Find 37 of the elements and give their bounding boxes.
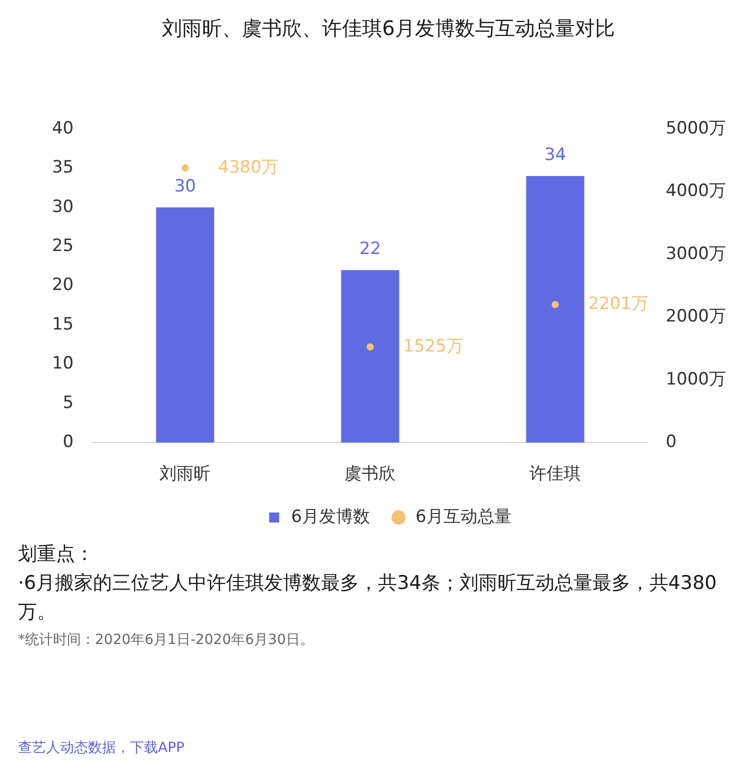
x-tick-label: 刘雨昕	[160, 464, 211, 484]
x-tick-label: 许佳琪	[530, 464, 581, 484]
y-tick-label: 15	[52, 314, 74, 334]
chart-title: 刘雨昕、虞书欣、许佳琪6月发博数与互动总量对比	[162, 16, 615, 40]
bar	[156, 207, 214, 443]
y-tick-label: 10	[52, 354, 74, 374]
text: *统计时间：2020年6月1日-2020年6月30日。	[18, 631, 315, 650]
y2-tick-label: 3000万	[666, 244, 726, 264]
y2-tick-label: 1000万	[666, 369, 726, 390]
text: ·6月搬家的三位艺人中许佳琪发博数最多，共34条；刘雨昕互动总量最多，共4380万。	[18, 571, 718, 625]
y-tick-label: 25	[52, 236, 74, 256]
y-tick-label: 0	[62, 432, 74, 452]
text: 划重点：	[18, 542, 95, 567]
point	[366, 343, 374, 351]
y2-tick-label: 5000万	[666, 118, 726, 138]
bar	[526, 176, 584, 443]
data-label: 22	[359, 239, 382, 260]
y-tick-label: 5	[62, 392, 74, 413]
y-tick-label: 40	[52, 118, 74, 138]
data-label: 30	[174, 176, 196, 196]
text: 查艺人动态数据，下载APP	[18, 739, 186, 758]
data-label: 2201万	[588, 294, 648, 314]
legend-label: 6月互动总量	[416, 506, 512, 527]
y2-tick-label: 2000万	[666, 306, 726, 327]
y2-tick-label: 0	[666, 432, 677, 452]
y2-tick-label: 4000万	[666, 181, 726, 202]
y-tick-label: 30	[52, 196, 74, 217]
bar	[341, 270, 400, 443]
point	[552, 300, 559, 308]
data-label: 4380万	[218, 157, 278, 178]
data-label: 34	[544, 144, 566, 165]
point	[182, 164, 189, 172]
legend-label: 6月发博数	[291, 506, 370, 527]
data-label: 1525万	[403, 336, 464, 356]
x-tick-label: 虞书欣	[344, 464, 396, 484]
y-tick-label: 35	[52, 158, 74, 178]
y-tick-label: 20	[52, 275, 74, 296]
